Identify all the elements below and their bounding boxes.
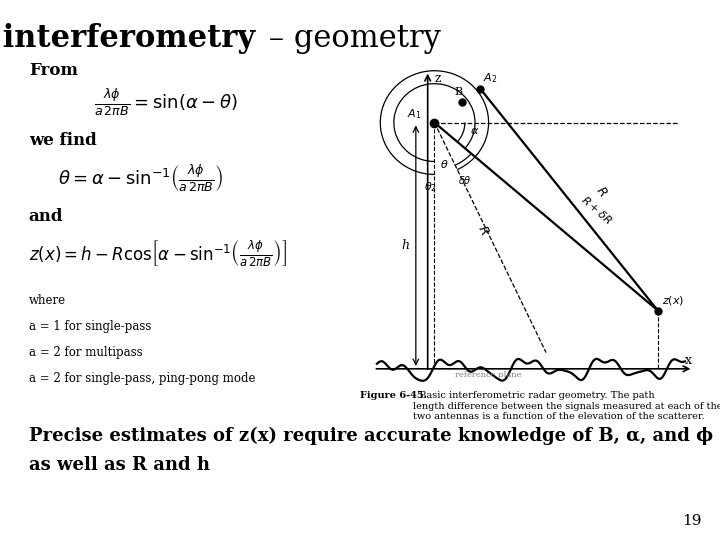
Text: $\theta$: $\theta$ [439, 158, 448, 170]
Text: a = 2 for single-pass, ping-pong mode: a = 2 for single-pass, ping-pong mode [29, 372, 256, 385]
Text: where: where [29, 294, 66, 307]
Text: 19: 19 [683, 514, 702, 528]
Text: From: From [29, 62, 78, 79]
Text: as well as R and h: as well as R and h [29, 456, 210, 474]
Text: $A_1$: $A_1$ [407, 107, 422, 121]
Text: we find: we find [29, 132, 96, 149]
Text: $A_2$: $A_2$ [483, 71, 498, 85]
Text: h: h [402, 239, 410, 252]
Text: z: z [434, 72, 441, 85]
Text: $R+\delta R$: $R+\delta R$ [579, 193, 614, 226]
Text: a = 1 for single-pass: a = 1 for single-pass [29, 320, 151, 333]
Text: $R$: $R$ [594, 184, 610, 199]
Text: $\alpha$: $\alpha$ [470, 126, 479, 136]
Text: Precise estimates of z(x) require accurate knowledge of B, α, and ϕ: Precise estimates of z(x) require accura… [29, 427, 713, 445]
Text: reference plane: reference plane [455, 371, 522, 379]
Text: $z(x)$: $z(x)$ [662, 294, 684, 307]
Text: a = 2 for multipass: a = 2 for multipass [29, 346, 143, 359]
Text: B: B [454, 86, 462, 97]
Text: Radar interferometry: Radar interferometry [0, 23, 256, 53]
Text: $R$: $R$ [475, 222, 491, 237]
Text: $\delta\theta$: $\delta\theta$ [458, 174, 472, 186]
Text: Basic interferometric radar geometry. The path
length difference between the sig: Basic interferometric radar geometry. Th… [413, 392, 720, 421]
Text: $z(x) = h - R\cos\!\left[\alpha - \sin^{-1}\!\left(\frac{\lambda\phi}{a\,2\pi B}: $z(x) = h - R\cos\!\left[\alpha - \sin^{… [29, 238, 287, 268]
Text: $\theta_2$: $\theta_2$ [424, 180, 437, 194]
Text: x: x [685, 354, 692, 367]
Text: Figure 6-45.: Figure 6-45. [360, 392, 427, 401]
Text: and: and [29, 208, 63, 225]
Text: $\frac{\lambda\phi}{a\,2\pi B} = \sin(\alpha - \theta)$: $\frac{\lambda\phi}{a\,2\pi B} = \sin(\a… [94, 86, 237, 118]
Text: – geometry: – geometry [259, 23, 441, 53]
Text: $\theta = \alpha - \sin^{-1}\!\left(\frac{\lambda\phi}{a\,2\pi B}\right)$: $\theta = \alpha - \sin^{-1}\!\left(\fra… [58, 162, 223, 194]
